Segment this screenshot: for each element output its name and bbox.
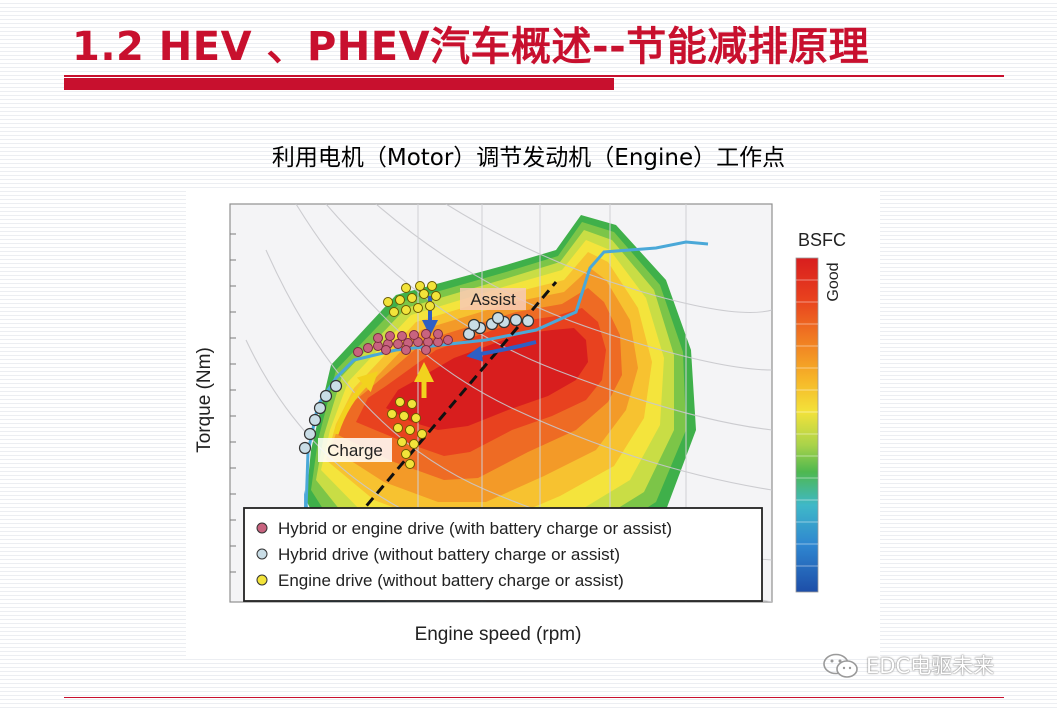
arrow-charge bbox=[333, 371, 379, 435]
watermark-text: EDC电驱未来 bbox=[866, 654, 995, 678]
hybrid-engine-points bbox=[353, 329, 453, 357]
assist-label-bg bbox=[460, 288, 526, 310]
colorbar-good-label: Good bbox=[825, 262, 842, 301]
charge-label-bg bbox=[318, 438, 392, 462]
y-axis-ticks bbox=[230, 233, 236, 573]
arrow-assist bbox=[466, 340, 537, 362]
legend-swatch-hybrid bbox=[256, 548, 268, 560]
assist-label: Assist bbox=[470, 290, 516, 309]
slide-title: 1.2 HEV 、PHEV汽车概述--节能减排原理 bbox=[72, 24, 870, 70]
legend-box bbox=[243, 507, 763, 602]
engine-drive-points bbox=[383, 281, 441, 469]
optimal-line bbox=[344, 281, 558, 531]
hybrid-drive-points bbox=[298, 311, 535, 455]
wechat-icon bbox=[823, 653, 858, 678]
legend-item-hybrid-engine: Hybrid or engine drive (with battery cha… bbox=[278, 519, 672, 538]
title-underline-thin bbox=[64, 75, 1004, 77]
slide-subtitle: 利用电机（Motor）调节发动机（Engine）工作点 bbox=[271, 145, 786, 171]
colorbar-title: BSFC bbox=[798, 230, 846, 250]
legend-item-engine: Engine drive (without battery charge or … bbox=[278, 571, 624, 590]
charge-label: Charge bbox=[327, 441, 383, 460]
bsfc-colorbar bbox=[795, 257, 819, 593]
title-underline-thick bbox=[64, 78, 614, 90]
y-axis-label: Torque (Nm) bbox=[194, 347, 215, 453]
legend-item-hybrid: Hybrid drive (without battery charge or … bbox=[278, 545, 620, 564]
legend-swatch-hybrid-engine bbox=[256, 522, 268, 534]
x-axis-label: Engine speed (rpm) bbox=[415, 624, 582, 645]
max-torque-line bbox=[304, 240, 709, 511]
footer-rule bbox=[64, 697, 1004, 698]
legend-swatch-engine bbox=[256, 574, 268, 586]
bsfc-operating-point-figure: Assist Charge Hybrid or engine drive (wi… bbox=[186, 190, 880, 656]
